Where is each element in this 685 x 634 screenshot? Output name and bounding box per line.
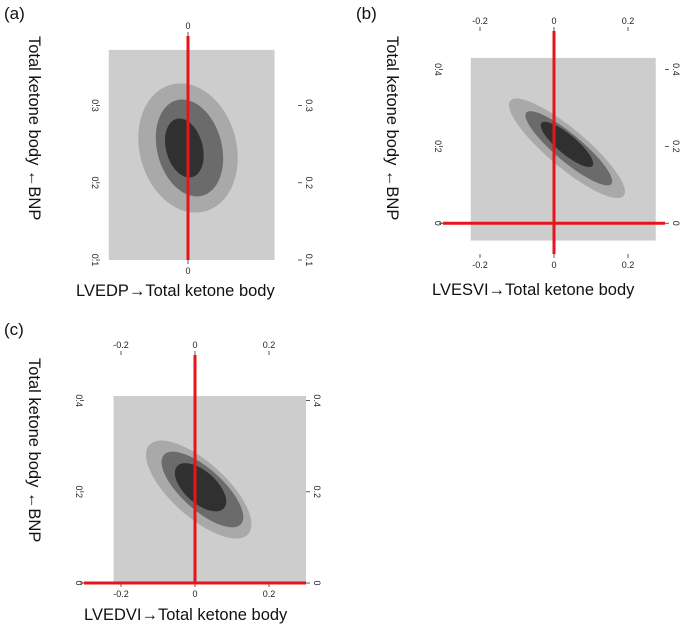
panel-a-y-tick-label-left: 0.1	[90, 254, 100, 267]
panel-b-x-tick-label-top: 0	[551, 16, 556, 26]
panel-c-contour-inner	[174, 463, 227, 512]
panel-c-y-tick-label-left: 0.4	[74, 394, 84, 407]
panel-a-y-tick-label-right: 0.2	[304, 177, 314, 190]
panel-b-x-axis-title: LVESVI→Total ketone body	[432, 281, 635, 299]
panel-a-x-tick-label-top: 0	[185, 21, 190, 31]
panel-c-x-tick-label-bottom: 0	[192, 589, 197, 599]
panel-b-y-tick-label-right: 0.4	[671, 63, 681, 76]
panel-a-contour-inner	[164, 118, 204, 178]
panel-c-y-tick-label-right: 0	[312, 580, 322, 585]
panel-c-x-tick-label-top: -0.2	[113, 340, 129, 350]
panel-b-y-tick-label-left: 0.2	[433, 140, 443, 153]
panel-b-y-axis-title: Total ketone body ←BNP	[383, 36, 401, 221]
panel-b-y-tick-label-right: 0.2	[671, 140, 681, 153]
panel-c-x-tick-label-top: 0.2	[263, 340, 276, 350]
panel-label-c: (c)	[4, 320, 24, 339]
panel-b-x-tick-label-bottom: 0.2	[622, 260, 635, 270]
panel-label-a: (a)	[4, 4, 25, 23]
panel-c-y-tick-label-right: 0.4	[312, 394, 322, 407]
panel-b-x-tick-label-top: 0.2	[622, 16, 635, 26]
panel-a-y-tick-label-right: 0.1	[304, 254, 314, 267]
panel-c-y-tick-label-right: 0.2	[312, 486, 322, 499]
panel-c-x-tick-label-bottom: 0.2	[263, 589, 276, 599]
panel-a-y-tick-label-left: 0.2	[90, 177, 100, 190]
panel-a-y-tick-label-right: 0.3	[304, 99, 314, 112]
panel-a-x-tick-label-bottom: 0	[185, 266, 190, 276]
panel-label-b: (b)	[356, 4, 377, 23]
panel-b-x-tick-label-bottom: 0	[551, 260, 556, 270]
panel-b-y-tick-label-right: 0	[671, 221, 681, 226]
panel-a-x-axis-title: LVEDP→Total ketone body	[76, 282, 275, 300]
panel-b-x-tick-label-bottom: -0.2	[472, 260, 488, 270]
panel-b-x-tick-label-top: -0.2	[472, 16, 488, 26]
panel-c-y-axis-title: Total ketone body ←BNP	[25, 358, 43, 543]
panel-c-y-tick-label-left: 0.2	[74, 486, 84, 499]
panel-b-y-tick-label-left: 0.4	[433, 63, 443, 76]
panel-c-x-axis-title: LVEDVI→Total ketone body	[84, 606, 288, 624]
panel-c-x-tick-label-top: 0	[192, 340, 197, 350]
panel-a-y-tick-label-left: 0.3	[90, 99, 100, 112]
panel-b-y-tick-label-left: 0	[433, 221, 443, 226]
panel-c-x-tick-label-bottom: -0.2	[113, 589, 129, 599]
panel-c-y-tick-label-left: 0	[74, 580, 84, 585]
